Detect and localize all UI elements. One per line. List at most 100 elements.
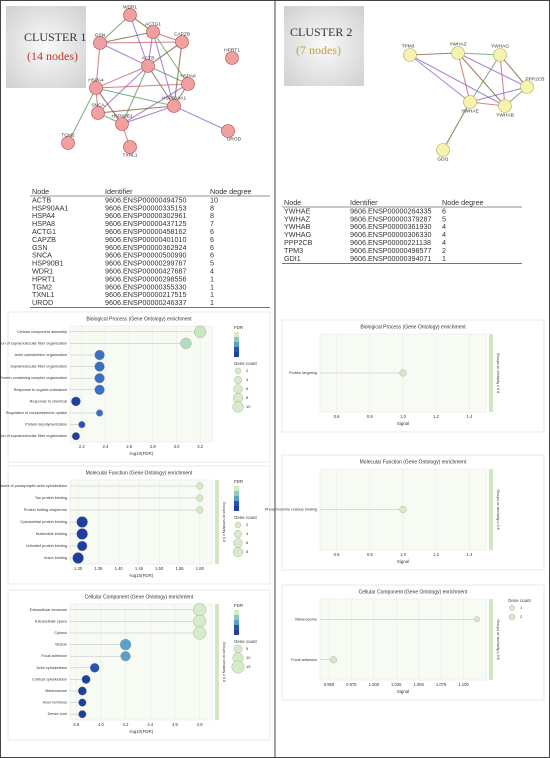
network-edge	[409, 54, 471, 103]
y-tick-label: Unfolded protein binding	[26, 544, 67, 548]
table-cell: 9606.ENSP00000401010	[105, 235, 187, 244]
table-cell: 9606.ENSP00000217515	[105, 290, 187, 299]
x-tick-label: 1.100	[458, 682, 469, 687]
table-cell: TGM2	[32, 282, 52, 291]
table-cell: WDR1	[32, 267, 53, 276]
legend-title: FDR	[234, 603, 243, 608]
legend-label: 10	[246, 404, 251, 409]
table-cell: 1	[210, 274, 214, 283]
network-edge	[457, 52, 501, 56]
dot	[76, 528, 88, 540]
table-cell: TPM3	[284, 246, 303, 255]
network-edge	[152, 31, 189, 85]
dot	[71, 396, 81, 407]
table-cell: 1	[442, 254, 446, 263]
y-tick-label: Dense core	[48, 712, 67, 716]
dot	[71, 432, 80, 441]
table-cell: 2	[442, 246, 446, 255]
colorbar	[234, 630, 239, 635]
chart-title: Molecular Function (Gene Ontology) enric…	[86, 470, 193, 476]
node-label: ACTG1	[145, 21, 161, 27]
y-tick-label: Cortical cytoskeleton	[32, 677, 67, 681]
table-cell: 9606.ENSP00000302961	[105, 211, 187, 220]
network-edge	[95, 87, 123, 125]
network-node	[451, 46, 465, 60]
group-label: Groups w/ similarity ≥ 0.8	[222, 642, 226, 682]
x-axis-label: Signal	[397, 689, 409, 694]
dot	[94, 361, 105, 372]
node-label: TGM2	[61, 132, 75, 138]
x-tick-label: 2.6	[126, 444, 132, 449]
dot	[76, 516, 88, 528]
legend-label: 8	[246, 549, 249, 554]
table-cell: 8	[210, 203, 214, 212]
network-node	[175, 35, 189, 49]
network-edge	[457, 52, 506, 107]
y-tick-label: Negative regulation of supramolecular fi…	[0, 434, 67, 438]
plot-area	[69, 479, 213, 565]
network-edge	[99, 42, 149, 67]
y-tick-label: Focal adhesion	[41, 654, 67, 658]
dot	[96, 409, 104, 417]
network-edge	[409, 54, 506, 107]
node-label: YWHAG	[491, 43, 509, 49]
legend-label: 6	[246, 386, 249, 391]
network-edge	[67, 87, 97, 144]
x-tick-label: 0.6	[334, 414, 340, 419]
node-label: PPP2CB	[526, 76, 545, 82]
legend-label: 2	[246, 368, 249, 373]
x-tick-label: 0.975	[346, 682, 357, 687]
y-tick-label: Protein folding chaperone	[24, 508, 67, 512]
legend-label: 4	[246, 531, 249, 536]
network-edge	[99, 14, 131, 44]
legend-size	[232, 401, 244, 413]
table-cell: HSPA8	[32, 219, 55, 228]
network-node	[123, 8, 137, 22]
legend-size	[508, 613, 516, 621]
network-node	[436, 143, 450, 157]
network-edge	[97, 105, 175, 114]
table-header: Node degree	[210, 187, 252, 196]
legend-label: 1	[520, 605, 523, 610]
x-tick-label: 0.6	[334, 552, 340, 557]
cluster-box	[284, 6, 364, 86]
legend-label: 8	[246, 395, 249, 400]
group-label: Groups w/ similarity ≥ 0.8	[496, 619, 500, 659]
group-label: Groups w/ similarity ≥ 0.8	[496, 353, 500, 393]
x-tick-label: 1.55	[175, 566, 184, 571]
dot	[94, 349, 105, 361]
x-axis-label: Signal	[397, 421, 409, 426]
node-label: SNCA	[91, 102, 105, 108]
x-tick-label: 3.8	[73, 722, 79, 727]
y-tick-label: Anion binding	[44, 556, 67, 560]
dot	[399, 369, 407, 377]
table-cell: UROD	[32, 298, 53, 307]
y-tick-label: Extracellular space	[35, 619, 67, 623]
dot	[119, 639, 132, 651]
x-tick-label: 1.2	[433, 552, 439, 557]
table-cell: 1	[210, 290, 214, 299]
chart-title: Biological Process (Gene Ontology) enric…	[86, 316, 192, 322]
x-axis-label: Signal	[397, 559, 409, 564]
y-tick-label: Cellular component assembly	[17, 330, 67, 334]
network-edge	[147, 41, 183, 67]
table-cell: YWHAZ	[284, 214, 311, 223]
colorbar	[234, 337, 239, 342]
legend-label: 5	[246, 646, 249, 651]
network-edge	[147, 65, 175, 107]
x-tick-label: 1.35	[94, 566, 103, 571]
table-cell: 10	[210, 195, 218, 204]
legend-label: 2	[520, 614, 523, 619]
network-edge	[99, 31, 154, 44]
node-label: YWHAB	[496, 112, 514, 118]
y-tick-label: Melanosome	[45, 689, 67, 693]
table-cell: 9606.ENSP00000361930	[350, 222, 432, 231]
plot-area	[69, 603, 213, 721]
legend-size	[234, 367, 242, 375]
legend-title: FDR	[234, 479, 243, 484]
plot-area	[319, 598, 487, 681]
x-tick-label: 4.0	[98, 722, 104, 727]
table-cell: 9606.ENSP00000394071	[350, 254, 432, 263]
network-edge	[99, 41, 183, 44]
network-node	[225, 51, 239, 65]
